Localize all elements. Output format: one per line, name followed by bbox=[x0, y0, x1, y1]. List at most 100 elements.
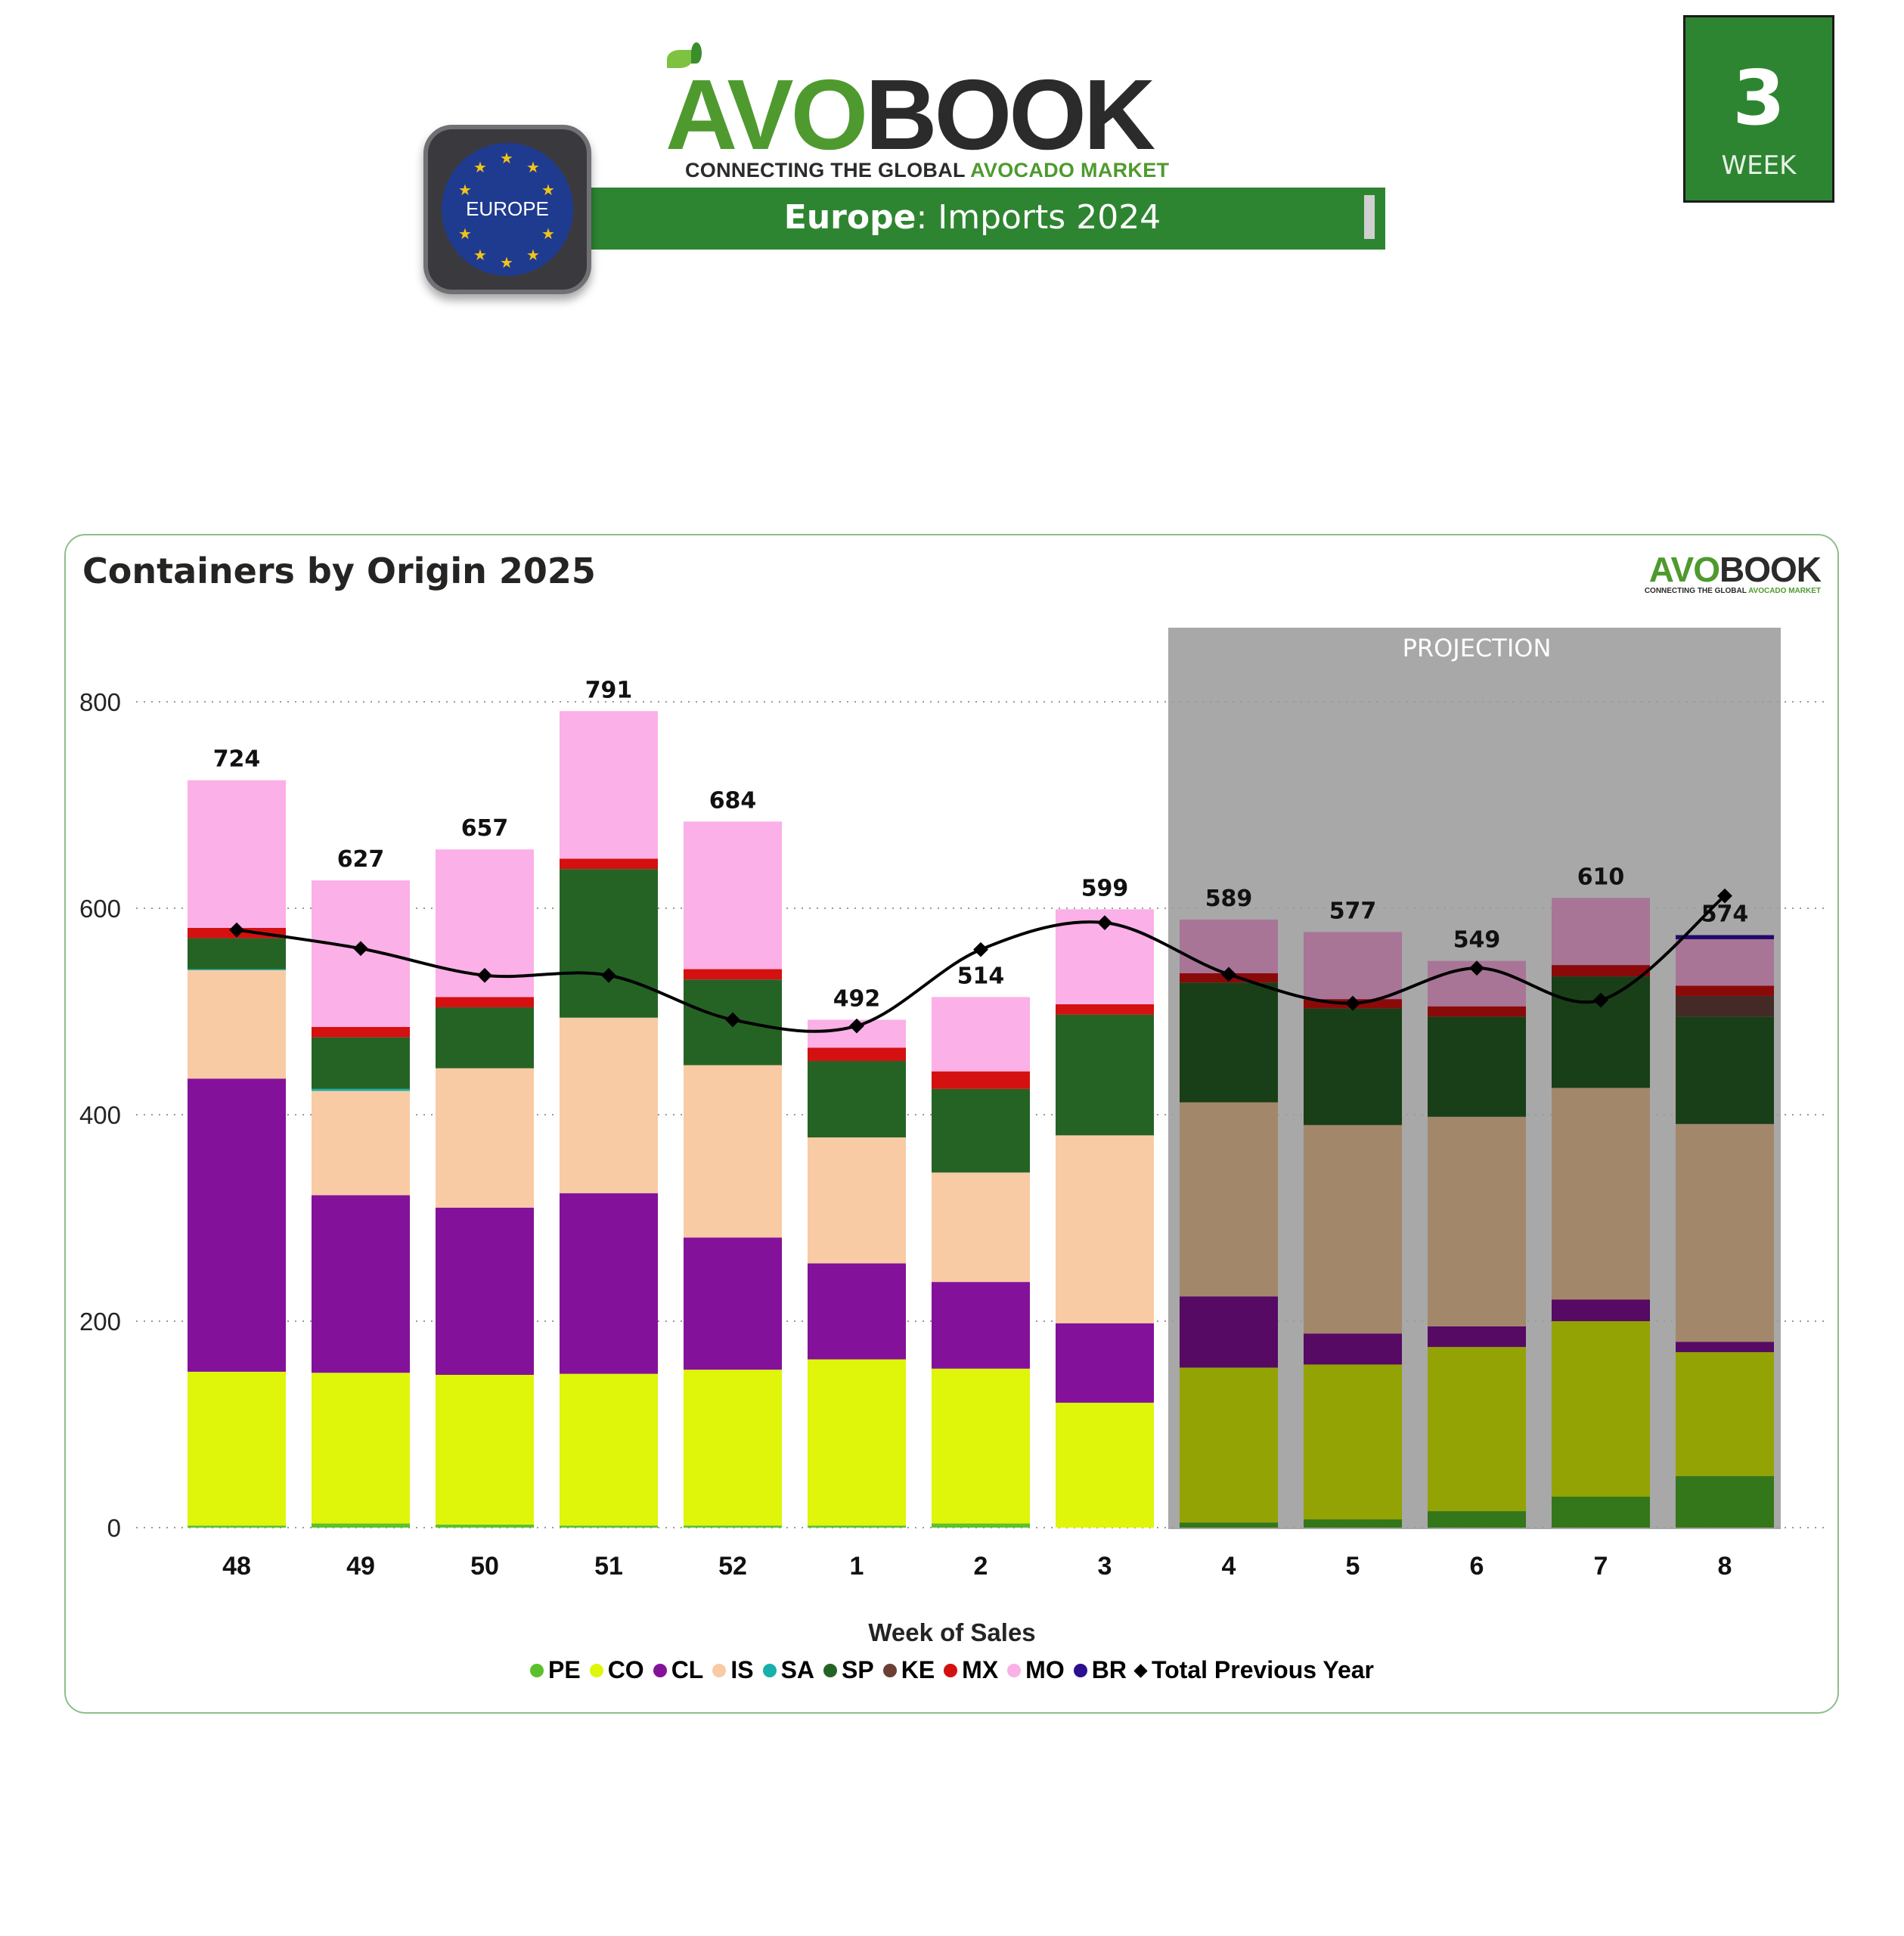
star-icon: ★ bbox=[526, 158, 540, 176]
bar-segment-cl bbox=[1180, 1296, 1278, 1368]
logo-tagline: CONNECTING THE GLOBAL AVOCADO MARKET bbox=[685, 159, 1169, 182]
logo-wordmark: AVOBOOK bbox=[665, 65, 1155, 165]
bar-segment-co bbox=[1676, 1351, 1774, 1476]
legend-dot-icon bbox=[712, 1664, 727, 1677]
star-icon: ★ bbox=[458, 225, 472, 243]
bar-segment-mo bbox=[1552, 898, 1650, 966]
legend-item-total-previous-year[interactable]: Total Previous Year bbox=[1133, 1656, 1374, 1684]
bar-segment-sa bbox=[312, 1088, 410, 1091]
bar-segment-cl bbox=[808, 1263, 906, 1360]
y-tick-label: 200 bbox=[79, 1308, 121, 1336]
x-tick-label: 7 bbox=[1594, 1552, 1608, 1581]
line-marker bbox=[973, 942, 988, 957]
legend-dot-icon bbox=[530, 1664, 544, 1677]
line-marker bbox=[1717, 888, 1732, 904]
legend-item-br[interactable]: BR bbox=[1073, 1656, 1127, 1684]
bar-segment-cl bbox=[1056, 1323, 1154, 1403]
star-icon: ★ bbox=[500, 149, 513, 167]
bar-segment-cl bbox=[1552, 1299, 1650, 1321]
bar-segment-is bbox=[932, 1172, 1030, 1283]
bar-segment-mo bbox=[1676, 939, 1774, 986]
bar-segment-pe bbox=[1428, 1511, 1526, 1528]
total-data-label: 610 bbox=[1577, 864, 1625, 890]
bar-segment-is bbox=[1676, 1124, 1774, 1342]
bar-segment-pe bbox=[932, 1523, 1030, 1528]
report-title-bar: Europe: Imports 2024 bbox=[560, 188, 1385, 250]
bar-segment-sp bbox=[312, 1037, 410, 1089]
bar-segment-sp bbox=[1056, 1014, 1154, 1136]
legend-item-pe[interactable]: PE bbox=[530, 1656, 581, 1684]
legend-item-cl[interactable]: CL bbox=[653, 1656, 703, 1684]
legend-label: MO bbox=[1025, 1656, 1065, 1683]
line-marker bbox=[1469, 960, 1484, 976]
bar-segment-co bbox=[684, 1370, 782, 1526]
x-tick-label: 49 bbox=[346, 1552, 375, 1581]
bar-segment-sp bbox=[1180, 982, 1278, 1103]
legend-item-mo[interactable]: MO bbox=[1007, 1656, 1065, 1684]
total-data-label: 514 bbox=[957, 963, 1005, 989]
bar-segment-pe bbox=[1676, 1475, 1774, 1528]
star-icon: ★ bbox=[541, 225, 555, 243]
bar-segment-pe bbox=[1552, 1497, 1650, 1528]
total-data-label: 657 bbox=[461, 815, 509, 842]
bar-segment-is bbox=[436, 1068, 534, 1208]
y-tick-label: 0 bbox=[107, 1514, 121, 1542]
line-marker bbox=[725, 1012, 740, 1028]
mini-tagline-green: AVOCADO MARKET bbox=[1748, 587, 1821, 595]
legend-item-is[interactable]: IS bbox=[712, 1656, 754, 1684]
bar-segment-co bbox=[188, 1371, 286, 1526]
legend-label: CO bbox=[607, 1656, 644, 1683]
legend-item-sp[interactable]: SP bbox=[823, 1656, 874, 1684]
legend-item-ke[interactable]: KE bbox=[882, 1656, 935, 1684]
week-indicator: 3 WEEK bbox=[1683, 15, 1834, 203]
mini-logo-book: BOOK bbox=[1719, 550, 1822, 589]
legend-dot-icon bbox=[1073, 1664, 1087, 1677]
total-data-label: 599 bbox=[1081, 875, 1129, 901]
line-marker bbox=[1593, 992, 1608, 1008]
mini-logo-avo: AVO bbox=[1648, 550, 1720, 589]
x-tick-label: 51 bbox=[594, 1552, 623, 1581]
week-label: WEEK bbox=[1721, 150, 1797, 181]
bar-segment-pe bbox=[808, 1525, 906, 1528]
line-marker bbox=[601, 967, 616, 983]
x-tick-label: 4 bbox=[1222, 1552, 1236, 1581]
tagline-green: AVOCADO MARKET bbox=[970, 159, 1170, 182]
bar-segment-sp bbox=[188, 938, 286, 970]
star-icon: ★ bbox=[458, 181, 472, 199]
star-icon: ★ bbox=[526, 246, 540, 264]
bar-segment-mo bbox=[1304, 932, 1402, 1000]
logo-avo: AVO bbox=[665, 59, 868, 170]
legend-label: KE bbox=[901, 1656, 935, 1683]
total-data-label: 492 bbox=[833, 985, 881, 1012]
bar-segment-mo bbox=[932, 997, 1030, 1072]
bar-segment-cl bbox=[188, 1078, 286, 1372]
legend-item-mx[interactable]: MX bbox=[944, 1656, 998, 1684]
x-tick-label: 2 bbox=[974, 1552, 988, 1581]
legend-item-sa[interactable]: SA bbox=[762, 1656, 814, 1684]
y-tick-label: 800 bbox=[79, 688, 121, 716]
line-marker bbox=[1221, 966, 1236, 982]
total-data-label: 684 bbox=[709, 787, 757, 814]
bar-segment-mx bbox=[1676, 985, 1774, 997]
mini-tagline-dark: CONNECTING THE GLOBAL bbox=[1644, 587, 1747, 595]
star-icon: ★ bbox=[473, 158, 487, 176]
bar-segment-is bbox=[1552, 1087, 1650, 1300]
bar-segment-mx bbox=[436, 997, 534, 1008]
bar-segment-is bbox=[560, 1017, 658, 1193]
legend-label: BR bbox=[1091, 1656, 1127, 1683]
bar-segment-co bbox=[560, 1373, 658, 1526]
bar-segment-cl bbox=[1676, 1342, 1774, 1352]
logo-book: BOOK bbox=[865, 59, 1155, 170]
bar-segment-sp bbox=[1676, 1016, 1774, 1125]
star-icon: ★ bbox=[473, 246, 487, 264]
report-title-rest: : Imports 2024 bbox=[916, 198, 1161, 237]
bar-segment-sp bbox=[1304, 1008, 1402, 1125]
star-icon: ★ bbox=[500, 253, 513, 271]
legend-dot-icon bbox=[653, 1664, 667, 1677]
total-data-label: 589 bbox=[1205, 886, 1253, 912]
eu-flag-icon: ★ ★ ★ ★ ★ ★ ★ ★ ★ ★ EUROPE bbox=[442, 143, 573, 276]
region-badge-label: EUROPE bbox=[466, 197, 549, 220]
legend-item-co[interactable]: CO bbox=[589, 1656, 644, 1684]
x-tick-label: 8 bbox=[1718, 1552, 1732, 1581]
